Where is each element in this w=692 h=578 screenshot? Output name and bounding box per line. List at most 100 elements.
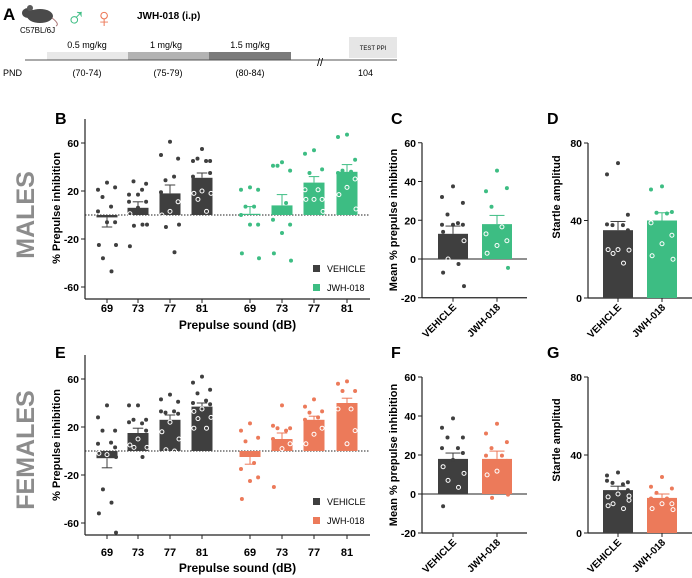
data-point [280,231,284,235]
data-point [127,192,131,197]
data-point [195,391,200,396]
data-point [311,431,317,437]
data-point [172,174,177,179]
y-tick-label: 0 [576,528,582,540]
data-point [176,156,181,161]
legend-label: VEHICLE [327,497,366,507]
data-point [252,461,257,465]
panel-a-timeline: A C57BL/6J ♂ ♀ JWH-018 (i.p) 0.5 mg/kg 1… [3,3,397,78]
data-point [105,180,109,185]
data-point [159,397,163,402]
x-tick-label: JWH-018 [465,302,503,340]
data-point [445,477,451,483]
data-point [204,208,209,214]
bar [159,419,181,451]
data-point [131,179,136,184]
bar [159,193,181,215]
data-point [239,187,243,192]
data-point [483,231,489,237]
bar [127,433,149,451]
data-point [252,204,257,209]
data-point [626,493,632,499]
data-point [256,222,261,227]
x-tick-label: 73 [132,303,144,315]
bar [271,439,293,451]
data-point [460,451,465,456]
data-point [195,196,201,202]
data-point [96,243,101,247]
data-point [484,250,490,256]
data-point [649,253,655,259]
data-point [303,417,307,422]
data-point [352,176,358,182]
data-point [271,163,275,168]
data-point [168,139,172,144]
data-point [315,187,321,193]
data-point [336,135,340,139]
data-point [610,501,616,507]
pnd-label: PND [3,68,23,78]
bar [191,406,213,451]
bar [239,451,261,457]
data-point [136,205,140,210]
data-point [127,199,131,204]
data-point [621,260,626,266]
data-point [208,159,213,163]
data-point [605,503,611,509]
data-point [136,403,140,408]
data-point [626,247,632,253]
dose-days-3: (80-84) [235,68,264,78]
x-tick-label: 81 [341,303,353,315]
data-point [208,414,214,420]
y-axis-label: % Prepulse inhibition [51,389,63,501]
data-point [191,174,195,179]
panel-letter-b: B [55,111,67,128]
x-tick-label: 73 [276,547,288,559]
data-point [440,222,444,227]
data-point [353,206,359,212]
x-tick-label: 77 [164,303,176,315]
data-point [499,224,505,230]
data-point [441,504,446,509]
data-point [96,209,100,214]
data-point [113,428,118,433]
dose-label-1: 0.5 mg/kg [67,40,107,50]
data-point [113,185,118,190]
data-point [659,241,665,247]
data-point [96,450,102,456]
test-day-label: 104 [358,68,373,78]
data-point [135,436,141,442]
x-tick-label: 77 [308,547,320,559]
x-tick-label: 77 [164,547,176,559]
data-point [100,428,105,433]
data-point [195,416,201,422]
y-tick-label: 60 [404,372,416,384]
data-point [239,251,244,256]
x-tick-label: VEHICLE [586,302,625,341]
data-point [484,453,488,458]
y-tick-label: 20 [404,215,416,227]
mouse-icon [22,5,58,27]
bar [127,207,149,215]
data-point [208,190,214,196]
data-point [336,381,340,386]
x-axis-label: Prepulse sound (dB) [179,318,296,332]
data-point [191,401,195,405]
legend-label: JWH-018 [327,516,365,526]
data-point [176,399,181,404]
x-tick-label: 73 [132,547,144,559]
data-point [248,185,252,190]
data-point [615,247,621,253]
data-point [208,402,213,407]
data-point [191,159,195,163]
data-point [302,187,308,193]
bar [96,451,118,459]
data-point [257,256,261,261]
data-point [144,444,150,450]
chart-panel-b: B % Prepulse inhibition 60 20 -20 -60 69 73 77 81… [51,111,370,332]
data-point [605,172,609,177]
x-tick-label: 69 [244,303,256,315]
chart-panel-d: D Startle amplitud 80 40 0 VEHICLE JWH-018 [547,111,692,341]
data-point [100,487,105,492]
dose-days-1: (70-74) [72,68,101,78]
